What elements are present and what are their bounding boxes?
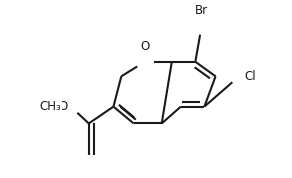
Text: CH₃: CH₃ <box>39 100 61 113</box>
Text: Br: Br <box>195 4 208 17</box>
Text: Cl: Cl <box>245 70 256 83</box>
Text: O: O <box>140 40 150 53</box>
Text: O: O <box>58 100 67 113</box>
